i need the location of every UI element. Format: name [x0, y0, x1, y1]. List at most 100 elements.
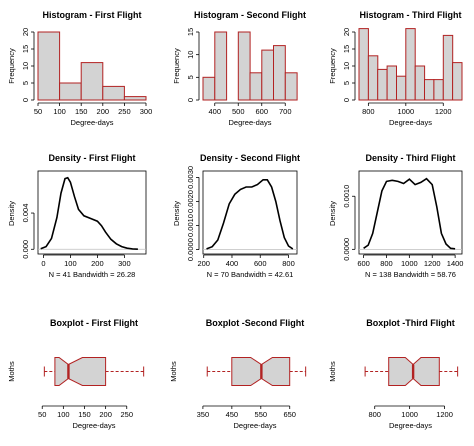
- x-tick-label: 350: [197, 410, 210, 419]
- x-tick-label: 800: [362, 107, 375, 116]
- panel-title: Boxplot -Third Flight: [366, 318, 454, 328]
- x-tick-label: 300: [118, 259, 131, 268]
- y-tick-label: 0.004: [21, 204, 30, 223]
- x-tick-label: 0: [41, 259, 45, 268]
- y-tick-label: 5: [342, 81, 351, 85]
- histogram-bar: [405, 28, 416, 101]
- y-tick-label: 0.000: [21, 240, 30, 259]
- y-axis-label: Frequency: [172, 48, 181, 84]
- panel-9: Boxplot -Third Flight Moths Degree-days 800…: [328, 318, 459, 430]
- x-tick-label: 200: [91, 259, 104, 268]
- x-tick-label: 1000: [401, 259, 418, 268]
- panel-title: Density - Second Flight: [200, 153, 300, 163]
- y-tick-label: 15: [342, 45, 351, 53]
- x-axis: 0 100 200 300: [41, 254, 131, 268]
- x-axis-label: Degree-days: [389, 118, 432, 127]
- histogram-bar: [37, 31, 61, 101]
- panel-3: Histogram - Third Flight Frequency Degree-…: [328, 10, 463, 127]
- panel-2: Histogram - Second Flight Frequency Degree…: [172, 10, 306, 127]
- boxplot: [206, 357, 307, 386]
- x-tick-label: 50: [38, 410, 46, 419]
- boxplot: [43, 357, 145, 386]
- x-axis: 50 100 150 200 250 300: [34, 102, 152, 116]
- panel-title: Density - Third Flight: [366, 153, 456, 163]
- histogram-bar: [273, 45, 286, 101]
- panel-8: Boxplot -Second Flight Moths Degree-days 35…: [169, 318, 307, 430]
- histogram-bar: [237, 31, 251, 101]
- density-curve: [363, 177, 456, 250]
- panel-title: Boxplot -Second Flight: [206, 318, 305, 328]
- y-axis-label: Moths: [328, 361, 337, 382]
- histogram-bar: [123, 96, 147, 101]
- y-tick-label: 10: [21, 62, 30, 70]
- histogram-bar: [414, 65, 426, 101]
- x-tick-label: 450: [226, 410, 239, 419]
- y-tick-label: 10: [186, 51, 195, 59]
- plot-frame: [358, 170, 463, 255]
- y-axis: 0 5 10 15 20: [21, 28, 35, 102]
- density-plot: [358, 170, 463, 255]
- y-tick-label: 0.0010: [186, 214, 195, 237]
- y-tick-label: 0.0000: [186, 238, 195, 261]
- x-tick-label: 1000: [401, 410, 418, 419]
- histogram-bar: [202, 76, 216, 101]
- y-axis-label: Density: [7, 201, 16, 226]
- x-tick-label: 500: [232, 107, 245, 116]
- x-tick-label: 1000: [397, 107, 414, 116]
- x-tick-label: 250: [120, 410, 133, 419]
- x-tick-label: 150: [78, 410, 91, 419]
- y-axis: 0 5 10 15: [186, 28, 200, 102]
- x-tick-label: 800: [380, 259, 393, 268]
- histogram-bar: [102, 85, 125, 101]
- x-tick-label: 400: [226, 259, 239, 268]
- x-tick-label: 1200: [436, 410, 453, 419]
- y-axis: 0.0000 0.0010: [342, 185, 356, 261]
- y-axis: 0.000 0.004: [21, 204, 35, 259]
- panel-4: Density - First Flight Density N = 41 Band…: [7, 153, 147, 279]
- y-tick-label: 0: [21, 98, 30, 102]
- x-axis-label: Degree-days: [71, 118, 114, 127]
- y-tick-label: 15: [186, 28, 195, 36]
- y-tick-label: 20: [21, 28, 30, 36]
- histogram-bar: [249, 72, 263, 101]
- y-tick-label: 5: [21, 81, 30, 85]
- y-tick-label: 5: [186, 75, 195, 79]
- histogram-bar: [284, 72, 298, 101]
- x-axis: 400 500 600 700: [208, 102, 292, 116]
- x-tick-label: 600: [254, 259, 267, 268]
- x-tick-label: 600: [357, 259, 370, 268]
- x-tick-label: 1200: [424, 259, 441, 268]
- panel-7: Boxplot - First Flight Moths Degree-days 50…: [7, 318, 145, 430]
- plot-frame: [202, 170, 298, 255]
- y-axis-label: Moths: [7, 361, 16, 382]
- density-plot: [202, 170, 298, 255]
- histogram-bar: [358, 28, 369, 101]
- panel-5: Density - Second Flight Density N = 70 Ban…: [172, 153, 300, 279]
- histogram-bars: [202, 31, 298, 101]
- plot-frame: [37, 170, 147, 255]
- x-axis-label: Degree-days: [73, 421, 116, 430]
- density-curve: [206, 179, 294, 250]
- histogram-bar: [80, 62, 104, 101]
- y-axis-label: Density: [172, 201, 181, 226]
- x-axis: 800 1000 1200: [368, 405, 453, 419]
- x-tick-label: 1200: [435, 107, 452, 116]
- y-axis-label: Density: [328, 201, 337, 226]
- x-axis-label: Degree-days: [389, 421, 432, 430]
- y-tick-label: 0.0030: [186, 166, 195, 189]
- density-plot: [37, 170, 147, 255]
- x-axis-label: Degree-days: [229, 118, 272, 127]
- x-tick-label: 800: [368, 410, 381, 419]
- x-tick-label: 200: [97, 107, 110, 116]
- panel-title: Histogram - Third Flight: [360, 10, 462, 20]
- x-axis-label: N = 70 Bandwidth = 42.61: [207, 270, 294, 279]
- panel-title: Histogram - First Flight: [43, 10, 142, 20]
- x-axis: 800 1000 1200: [362, 102, 452, 116]
- x-tick-label: 550: [255, 410, 268, 419]
- y-axis-label: Frequency: [7, 48, 16, 84]
- panel-title: Density - First Flight: [48, 153, 135, 163]
- histogram-bar: [452, 62, 463, 101]
- y-tick-label: 15: [21, 45, 30, 53]
- histogram-bar: [442, 34, 454, 101]
